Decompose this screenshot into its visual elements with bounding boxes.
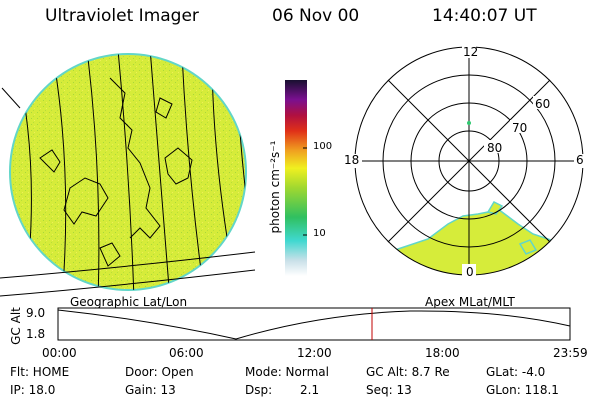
intensity-colorbar	[285, 80, 307, 276]
polar-mlt-plot	[342, 45, 588, 278]
mlat-label-60: 60	[535, 97, 551, 111]
glon-readout: GLon: 118.1	[486, 383, 559, 397]
colorbar-tick-10: 10	[313, 228, 326, 239]
apex-caption: Apex MLat/MLT	[425, 295, 515, 309]
time-tick-0000: 00:00	[42, 346, 77, 360]
ip-readout: IP: 18.0	[10, 383, 56, 397]
altitude-timeline	[57, 307, 571, 341]
mode-readout: Mode: Normal	[245, 365, 329, 379]
gain-readout: Gain: 13	[125, 383, 176, 397]
aurora-oval	[356, 208, 583, 275]
alt-ymin: 1.8	[26, 327, 46, 341]
mlt-label-12: 12	[463, 45, 479, 59]
alt-ymax: 9.0	[26, 306, 46, 320]
gc-alt-axis-label: GC Alt	[9, 307, 23, 345]
mlt-label-6: 6	[576, 153, 584, 167]
mlat-label-70: 70	[512, 121, 528, 135]
date-label: 06 Nov 00	[272, 6, 360, 26]
door-readout: Door: Open	[125, 365, 194, 379]
time-tick-1800: 18:00	[425, 346, 460, 360]
colorbar-label: photon cm⁻²s⁻¹	[268, 140, 282, 234]
gc-alt-readout: GC Alt: 8.7 Re	[366, 365, 450, 379]
colorbar-tick-100: 100	[313, 141, 333, 152]
time-tick-0600: 06:00	[169, 346, 204, 360]
time-label: 14:40:07 UT	[432, 6, 537, 26]
app-title: Ultraviolet Imager	[45, 6, 199, 26]
mlat-label-80: 80	[487, 141, 503, 155]
time-tick-2359: 23:59	[553, 346, 588, 360]
aurora-spot	[467, 121, 471, 125]
flight-readout: Flt: HOME	[10, 365, 70, 379]
geographic-image-panel	[0, 53, 256, 297]
time-tick-1200: 12:00	[297, 346, 332, 360]
seq-readout: Seq: 13	[366, 383, 412, 397]
dsp-value: 2.1	[300, 383, 320, 397]
geographic-caption: Geographic Lat/Lon	[70, 295, 188, 309]
dsp-label: Dsp:	[245, 383, 273, 397]
mlt-label-0: 0	[466, 265, 474, 279]
mlt-label-18: 18	[344, 153, 360, 167]
glat-readout: GLat: -4.0	[486, 365, 546, 379]
